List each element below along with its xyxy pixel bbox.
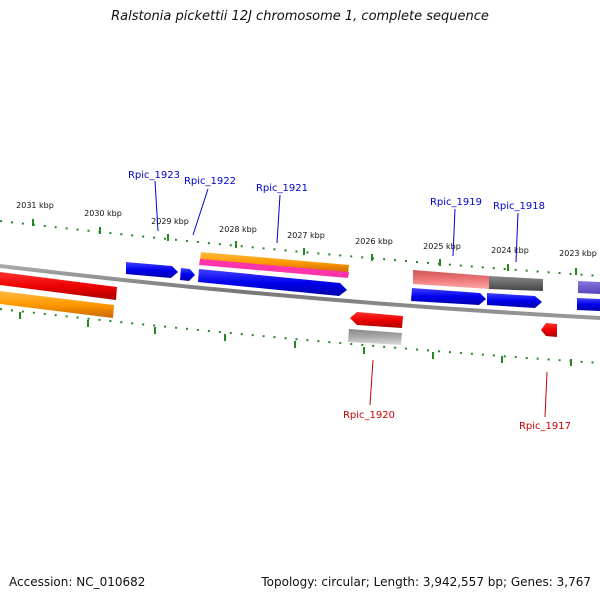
gene-purple-edge[interactable]	[578, 281, 600, 294]
tick-label: 2027 kbp	[287, 231, 325, 240]
leader-line	[154, 180, 159, 232]
tick-label: 2025 kbp	[423, 242, 461, 251]
gene-label-rpic-1921[interactable]: Rpic_1921	[256, 183, 308, 194]
gene-rpic-1919[interactable]	[411, 288, 486, 305]
outer-tick-arc	[0, 219, 600, 277]
forward-strand-genes	[0, 252, 600, 311]
tick-label: 2029 kbp	[151, 217, 189, 226]
tick-label: 2028 kbp	[219, 225, 257, 234]
gene-rpic-1922[interactable]	[180, 268, 195, 281]
gene-label-rpic-1919[interactable]: Rpic_1919	[430, 197, 482, 208]
leader-line	[544, 371, 548, 418]
gene-label-rpic-1922[interactable]: Rpic_1922	[184, 176, 236, 187]
gene-rpic-1921[interactable]	[198, 269, 347, 296]
leader-line	[369, 359, 374, 406]
inner-tick-arc	[0, 308, 600, 366]
gene-pink[interactable]	[413, 270, 489, 289]
leader-line	[515, 212, 519, 263]
gene-gray[interactable]	[489, 276, 543, 291]
reverse-gene-labels: Rpic_1920 Rpic_1917	[343, 359, 571, 432]
topology-summary: Topology: circular; Length: 3,942,557 bp…	[261, 575, 591, 589]
map-title: Ralstonia pickettii 12J chromosome 1, co…	[111, 9, 489, 24]
gene-rpic-1917[interactable]	[541, 323, 557, 337]
leader-line	[192, 188, 209, 236]
gene-rpic-1923[interactable]	[126, 262, 178, 278]
tick-label: 2030 kbp	[84, 209, 122, 218]
forward-gene-labels: Rpic_1923 Rpic_1922 Rpic_1921 Rpic_1919 …	[128, 170, 545, 263]
reverse-strand-genes	[0, 291, 557, 345]
tick-label: 2023 kbp	[559, 249, 597, 258]
gene-rpic-1920[interactable]	[350, 312, 403, 328]
tick-label: 2026 kbp	[355, 237, 393, 246]
gene-red-left[interactable]	[0, 272, 117, 300]
gene-label-rpic-1917[interactable]: Rpic_1917	[519, 421, 571, 432]
leader-line	[452, 208, 456, 257]
gene-orange-left[interactable]	[0, 291, 114, 318]
leader-line	[276, 194, 281, 244]
tick-label: 2031 kbp	[16, 201, 54, 210]
gene-orange-upper[interactable]	[200, 252, 349, 273]
gene-rpic-1918[interactable]	[487, 293, 542, 308]
gene-label-rpic-1920[interactable]: Rpic_1920	[343, 410, 395, 421]
accession-text: Accession: NC_010682	[9, 575, 146, 589]
gene-blue-edge[interactable]	[577, 298, 600, 311]
gene-magenta[interactable]	[199, 259, 349, 278]
gene-label-rpic-1918[interactable]: Rpic_1918	[493, 201, 545, 212]
gene-label-rpic-1923[interactable]: Rpic_1923	[128, 170, 180, 181]
tick-label: 2024 kbp	[491, 246, 529, 255]
chromosome-backbone	[0, 264, 600, 320]
gene-lightgray[interactable]	[348, 329, 402, 345]
